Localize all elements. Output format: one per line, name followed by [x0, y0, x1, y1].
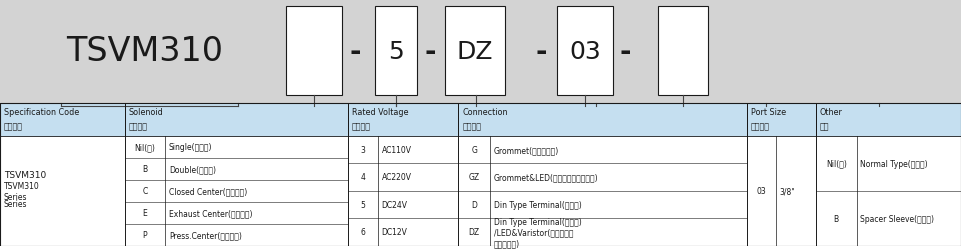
Text: Connection: Connection	[462, 108, 507, 116]
Text: TSVM310
Series: TSVM310 Series	[4, 181, 39, 201]
Text: 3/8": 3/8"	[779, 186, 796, 195]
Text: 6: 6	[360, 228, 365, 236]
Text: Closed Center(中央封闭): Closed Center(中央封闭)	[169, 186, 247, 195]
Bar	[816, 103, 961, 246]
Text: Rated Voltage: Rated Voltage	[352, 108, 408, 116]
Text: Nil(空): Nil(空)	[135, 143, 156, 152]
Text: GZ: GZ	[469, 173, 480, 182]
Text: -: -	[350, 38, 361, 66]
Text: 5: 5	[388, 40, 404, 64]
Text: Grommet(直接出线式): Grommet(直接出线式)	[494, 146, 559, 154]
Bar	[458, 103, 747, 136]
Text: Spacer Sleeve(隔套式): Spacer Sleeve(隔套式)	[860, 214, 934, 223]
Bar	[0, 103, 961, 246]
Bar	[816, 103, 961, 136]
Bar	[125, 103, 348, 246]
Text: 接管口径: 接管口径	[751, 122, 770, 130]
Text: Din Type Terminal(插座式)
/LED&Varistor(带指示灯和
过压抑制器): Din Type Terminal(插座式) /LED&Varistor(带指示…	[494, 217, 581, 247]
Bar	[0, 103, 961, 246]
Bar	[0, 103, 125, 246]
Bar	[458, 103, 747, 246]
Bar	[348, 103, 458, 136]
Text: 03: 03	[756, 186, 766, 195]
Bar	[747, 103, 816, 136]
Text: 其它: 其它	[820, 122, 829, 130]
Text: 3: 3	[360, 146, 365, 154]
Text: 电磁线圈: 电磁线圈	[129, 122, 148, 130]
Text: DC24V: DC24V	[382, 200, 407, 209]
Text: 03: 03	[569, 40, 602, 64]
Bar	[658, 7, 708, 96]
Text: Din Type Terminal(插座式): Din Type Terminal(插座式)	[494, 200, 581, 209]
Text: B: B	[833, 214, 839, 223]
Text: Single(单线圈): Single(单线圈)	[169, 143, 212, 152]
Text: P: P	[142, 230, 147, 239]
Text: 4: 4	[360, 173, 365, 182]
Bar	[747, 103, 816, 246]
Text: TSVM310: TSVM310	[4, 170, 46, 179]
Text: AC110V: AC110V	[382, 146, 411, 154]
Bar	[445, 7, 505, 96]
Text: Double(双线圈): Double(双线圈)	[169, 164, 216, 173]
Text: Exhaust Center(中央排气): Exhaust Center(中央排气)	[169, 208, 253, 217]
Text: Press.Center(中央加压): Press.Center(中央加压)	[169, 230, 242, 239]
Text: Nil(空): Nil(空)	[825, 159, 847, 168]
Text: DZ: DZ	[457, 40, 493, 64]
Text: G: G	[471, 146, 478, 154]
Text: DZ: DZ	[469, 228, 480, 236]
Text: Specification Code: Specification Code	[4, 108, 79, 116]
Text: 接电方式: 接电方式	[462, 122, 481, 130]
Text: 规格代码: 规格代码	[4, 122, 23, 130]
Text: E: E	[142, 208, 147, 217]
Text: D: D	[471, 200, 478, 209]
Text: 5: 5	[360, 200, 365, 209]
Bar	[375, 7, 417, 96]
Text: -: -	[620, 38, 631, 66]
Text: B: B	[142, 164, 148, 173]
Bar	[557, 7, 613, 96]
Text: AC220V: AC220V	[382, 173, 411, 182]
Bar	[125, 103, 348, 136]
Bar	[286, 7, 342, 96]
Bar	[348, 103, 458, 246]
Text: Normal Type(普通型): Normal Type(普通型)	[860, 159, 928, 168]
Text: 额定电压: 额定电压	[352, 122, 371, 130]
Text: -: -	[425, 38, 436, 66]
Bar	[0, 103, 125, 136]
Text: DC12V: DC12V	[382, 228, 407, 236]
Text: TSVM310: TSVM310	[65, 35, 223, 68]
Bar	[0, 0, 961, 103]
Text: -: -	[535, 38, 547, 66]
Text: Series: Series	[4, 200, 27, 208]
Text: Port Size: Port Size	[751, 108, 786, 116]
Text: C: C	[142, 186, 148, 195]
Text: Other: Other	[820, 108, 843, 116]
Text: Solenoid: Solenoid	[129, 108, 163, 116]
Text: Grommet&LED(直接出线式带指示灯): Grommet&LED(直接出线式带指示灯)	[494, 173, 599, 182]
